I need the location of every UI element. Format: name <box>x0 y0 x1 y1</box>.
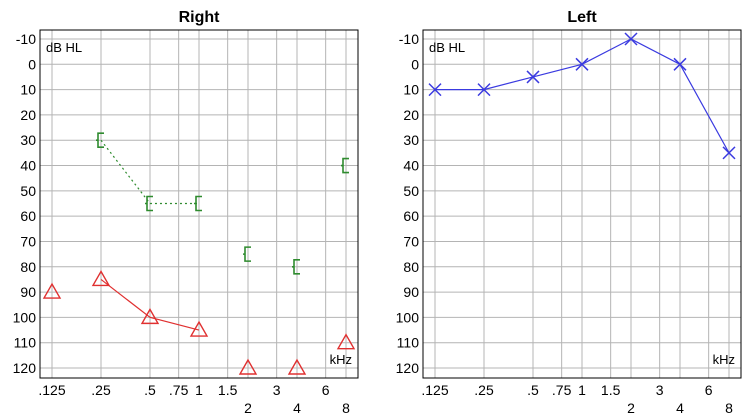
y-tick-label: 20 <box>403 107 419 123</box>
y-tick-label: 90 <box>403 284 419 300</box>
bracket-marker <box>194 195 202 212</box>
x-tick-label: 4 <box>293 400 301 416</box>
y-axis-unit-label: dB HL <box>46 40 82 55</box>
x-tick-label: .125 <box>421 382 448 398</box>
y-tick-label: 120 <box>13 360 37 376</box>
y-tick-label: 110 <box>14 335 37 351</box>
triangle-marker <box>42 282 62 299</box>
cross-marker <box>428 83 442 97</box>
triangle-marker <box>238 358 258 375</box>
x-tick-label: .5 <box>144 382 156 398</box>
y-tick-label: 60 <box>403 208 419 224</box>
x-tick-label: 2 <box>627 400 635 416</box>
x-tick-label: 4 <box>676 400 684 416</box>
y-tick-label: 0 <box>28 56 36 72</box>
x-tick-label: 3 <box>656 382 664 398</box>
right-ear-audiogram: Right -10 0 10 20 30 40 50 60 70 80 90 100 110 120.125… <box>13 9 359 416</box>
y-tick-label: 70 <box>403 233 419 249</box>
y-tick-label: 10 <box>20 82 36 98</box>
cross-marker <box>722 146 736 160</box>
y-axis-unit-label: dB HL <box>429 40 465 55</box>
y-tick-label: 30 <box>403 132 419 148</box>
cross-marker <box>673 57 687 71</box>
y-tick-label: 50 <box>20 183 36 199</box>
bracket-marker <box>145 195 153 212</box>
y-tick-label: 80 <box>20 259 36 275</box>
cross-marker <box>477 83 491 97</box>
x-tick-label: .25 <box>91 382 111 398</box>
x-tick-label: 8 <box>725 400 733 416</box>
bracket-marker <box>96 132 104 149</box>
y-tick-label: 80 <box>403 259 419 275</box>
x-tick-label: .25 <box>474 382 494 398</box>
x-tick-label: 3 <box>273 382 281 398</box>
y-tick-label: -10 <box>16 31 36 47</box>
x-tick-label: .125 <box>38 382 65 398</box>
y-tick-label: 90 <box>20 284 36 300</box>
y-tick-label: 10 <box>403 82 419 98</box>
bracket-marker <box>341 157 349 174</box>
plot-frame <box>422 29 742 379</box>
triangle-marker <box>91 270 111 287</box>
x-tick-label: 1 <box>578 382 586 398</box>
bracket-marker <box>292 258 300 275</box>
series-line <box>100 278 200 331</box>
y-tick-label: 0 <box>411 56 419 72</box>
x-tick-label: 6 <box>705 382 713 398</box>
bracket-marker <box>243 246 251 262</box>
y-tick-label: 100 <box>396 309 420 325</box>
y-tick-label: -10 <box>399 31 419 47</box>
y-tick-label: 40 <box>403 158 419 174</box>
y-tick-label: 110 <box>397 335 420 351</box>
x-tick-label: .5 <box>527 382 539 398</box>
y-tick-label: 70 <box>20 233 36 249</box>
chart-title: Left <box>567 9 597 26</box>
x-tick-label: 8 <box>342 400 350 416</box>
left-ear-audiogram: Left -10 0 10 20 30 40 50 60 70 80 90 100 110 120.125.… <box>396 9 742 416</box>
x-tick-label: 1.5 <box>218 382 238 398</box>
triangle-marker <box>140 307 160 325</box>
x-tick-label: 1.5 <box>601 382 621 398</box>
y-tick-label: 120 <box>396 360 420 376</box>
cross-marker <box>526 70 540 84</box>
x-tick-label: .75 <box>169 382 189 398</box>
y-tick-label: 30 <box>20 132 36 148</box>
x-tick-label: 1 <box>195 382 203 398</box>
triangle-marker <box>287 358 307 375</box>
y-tick-label: 20 <box>20 107 36 123</box>
y-tick-label: 40 <box>20 158 36 174</box>
triangle-marker <box>336 333 356 350</box>
y-tick-label: 60 <box>20 208 36 224</box>
x-tick-label: 6 <box>322 382 330 398</box>
series-line <box>100 139 199 205</box>
cross-marker <box>575 57 589 71</box>
cross-marker <box>624 32 638 46</box>
x-axis-unit-label: kHz <box>330 352 352 367</box>
x-tick-label: 2 <box>244 400 252 416</box>
x-axis-unit-label: kHz <box>713 352 735 367</box>
chart-title: Right <box>179 9 221 26</box>
y-tick-label: 50 <box>403 183 419 199</box>
y-tick-label: 100 <box>13 309 37 325</box>
triangle-marker <box>189 320 209 337</box>
plot-frame <box>39 29 359 379</box>
x-tick-label: .75 <box>552 382 572 398</box>
